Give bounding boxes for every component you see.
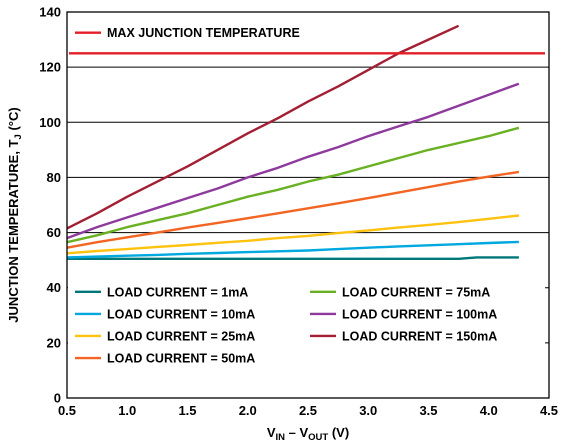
legend-entry: LOAD CURRENT = 50mA (107, 352, 255, 366)
legend-entry: LOAD CURRENT = 1mA (107, 285, 248, 299)
x-tick-label: 2.0 (239, 403, 257, 418)
series-line-7 (66, 24, 460, 230)
y-tick-label: 120 (39, 60, 61, 75)
x-axis-title: VIN – VOUT (V) (267, 425, 349, 443)
legend-entry: LOAD CURRENT = 100mA (342, 307, 497, 321)
x-tick-label: 0.5 (58, 403, 76, 418)
series-line-2 (66, 240, 519, 259)
legend-entry: LOAD CURRENT = 10mA (107, 307, 255, 321)
y-tick-label: 140 (39, 5, 61, 20)
reference-line-group: MAX JUNCTION TEMPERATURE (69, 26, 545, 55)
max-junction-temperature-label: MAX JUNCTION TEMPERATURE (107, 26, 300, 40)
x-tick-label: 2.5 (299, 403, 317, 418)
x-tick-label: 1.0 (118, 403, 136, 418)
series-line-4 (66, 170, 520, 249)
series-line-5 (66, 126, 520, 244)
series-lines (66, 24, 520, 260)
legend-background (68, 275, 545, 386)
y-tick-label: 60 (47, 225, 61, 240)
series-line-6 (66, 82, 520, 240)
legend: LOAD CURRENT = 1mA LOAD CURRENT = 10mA LOA… (68, 275, 545, 386)
legend-entry: LOAD CURRENT = 25mA (107, 329, 255, 343)
x-tick-label: 4.0 (480, 403, 498, 418)
x-tick-label: 1.5 (178, 403, 196, 418)
y-tick-label: 0 (54, 391, 61, 406)
y-axis-title: JUNCTION TEMPERATURE, TJ (°C) (6, 107, 24, 322)
y-tick-label: 100 (39, 115, 61, 130)
series-line-3 (66, 214, 520, 255)
y-tick-label: 20 (47, 335, 61, 350)
y-tick-label: 40 (47, 280, 61, 295)
legend-entry: LOAD CURRENT = 75mA (342, 285, 490, 299)
x-tick-label: 3.5 (419, 403, 437, 418)
series-line-1 (67, 256, 519, 260)
tick-labels: 0 20 40 60 80 100 120 140 0.5 1.0 1.5 2.0 2.5 3.0 3.5 4… (39, 5, 558, 419)
legend-entry: LOAD CURRENT = 150mA (342, 329, 497, 343)
plot-frame (66, 11, 550, 399)
y-tick-label: 80 (47, 170, 61, 185)
x-tick-label: 4.5 (540, 403, 558, 418)
x-tick-label: 3.0 (359, 403, 377, 418)
